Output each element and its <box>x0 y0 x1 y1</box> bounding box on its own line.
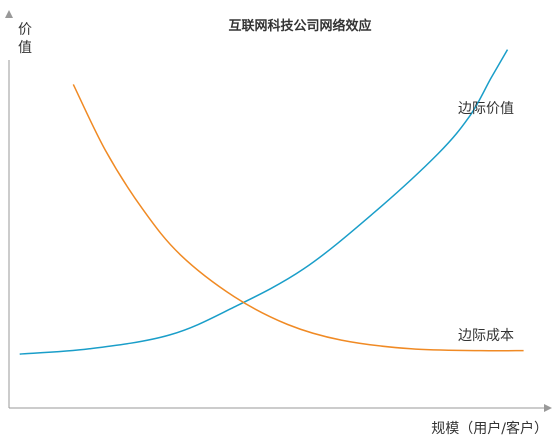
series-marginal-value-label: 边际价值 <box>458 101 514 117</box>
x-axis-label: 规模（用户/客户） <box>431 420 548 437</box>
y-axis-arrow <box>5 10 13 18</box>
y-axis-label-char-1: 价 <box>18 22 32 38</box>
series-marginal-value-line <box>19 49 509 355</box>
x-axis-arrow <box>544 404 552 412</box>
series-marginal-cost-line <box>72 84 524 352</box>
series-marginal-cost-label: 边际成本 <box>458 328 514 344</box>
y-axis-label-char-2: 值 <box>18 40 32 56</box>
chart-title: 互联网科技公司网络效应 <box>228 18 371 34</box>
